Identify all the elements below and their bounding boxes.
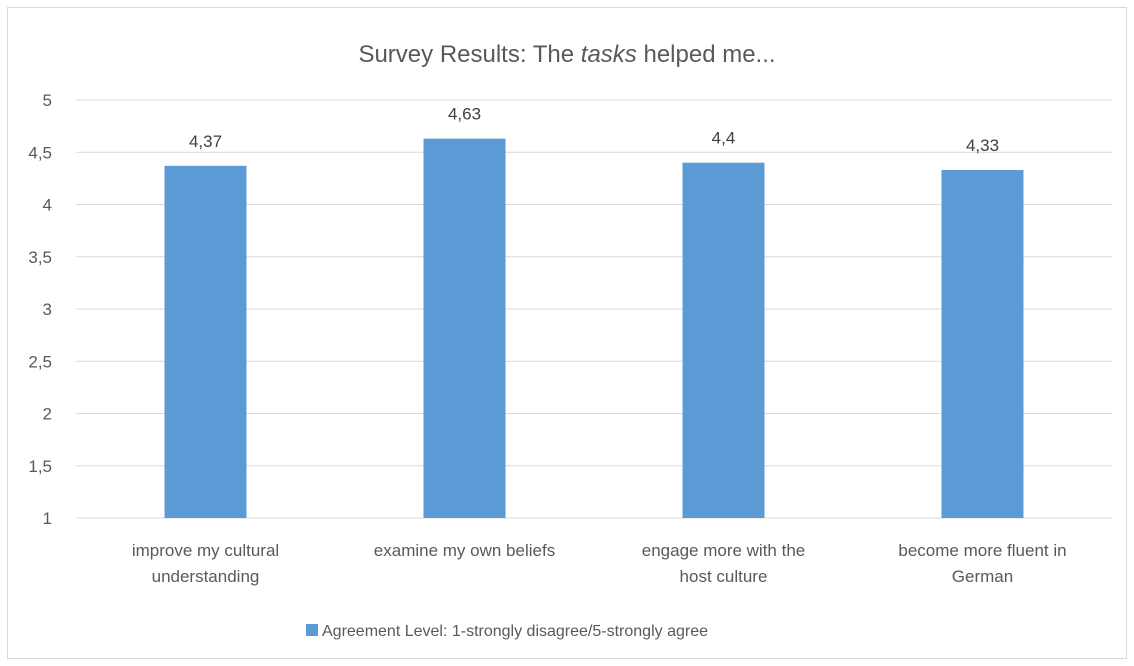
x-axis-category-labels: improve my cultural understanding examine … (132, 541, 1067, 586)
y-axis-tick-labels: 1 1,5 2 2,5 3 3,5 4 4,5 5 (28, 91, 52, 528)
y-tick-label: 3,5 (28, 248, 52, 267)
category-label-line: engage more with the (642, 541, 806, 560)
category-label-line: examine my own beliefs (374, 541, 555, 560)
y-tick-label: 1,5 (28, 457, 52, 476)
bar (423, 138, 506, 519)
y-tick-label: 1 (43, 509, 52, 528)
category-label-line: improve my cultural (132, 541, 279, 560)
y-tick-label: 2,5 (28, 352, 52, 371)
bar (941, 170, 1024, 518)
title-emphasis: tasks (581, 41, 637, 68)
category-label: examine my own beliefs (374, 541, 555, 560)
category-label-line: become more fluent in (898, 541, 1066, 560)
data-labels: 4,37 4,63 4,4 4,33 (189, 105, 999, 155)
bars (164, 138, 1024, 519)
category-label: engage more with the host culture (642, 541, 806, 586)
legend-swatch (306, 624, 318, 636)
y-tick-label: 4 (43, 196, 52, 215)
chart-title: Survey Results: The tasks helped me... (358, 41, 775, 68)
y-tick-label: 5 (43, 91, 52, 110)
category-label: improve my cultural understanding (132, 541, 279, 586)
category-label-line: understanding (152, 567, 260, 586)
y-tick-label: 3 (43, 300, 52, 319)
bar (682, 162, 765, 518)
legend-label: Agreement Level: 1-strongly disagree/5-s… (322, 623, 708, 640)
legend: Agreement Level: 1-strongly disagree/5-s… (306, 623, 708, 640)
title-prefix: Survey Results: The (358, 41, 580, 68)
bar (164, 165, 247, 518)
category-label-line: German (952, 567, 1013, 586)
data-label: 4,37 (189, 132, 222, 151)
category-label-line: host culture (680, 567, 768, 586)
gridlines (76, 99, 1112, 519)
y-tick-label: 4,5 (28, 143, 52, 162)
data-label: 4,33 (966, 136, 999, 155)
title-suffix: helped me... (637, 41, 776, 68)
data-label: 4,4 (712, 129, 736, 148)
y-tick-label: 2 (43, 405, 52, 424)
category-label: become more fluent in German (898, 541, 1066, 586)
data-label: 4,63 (448, 105, 481, 124)
